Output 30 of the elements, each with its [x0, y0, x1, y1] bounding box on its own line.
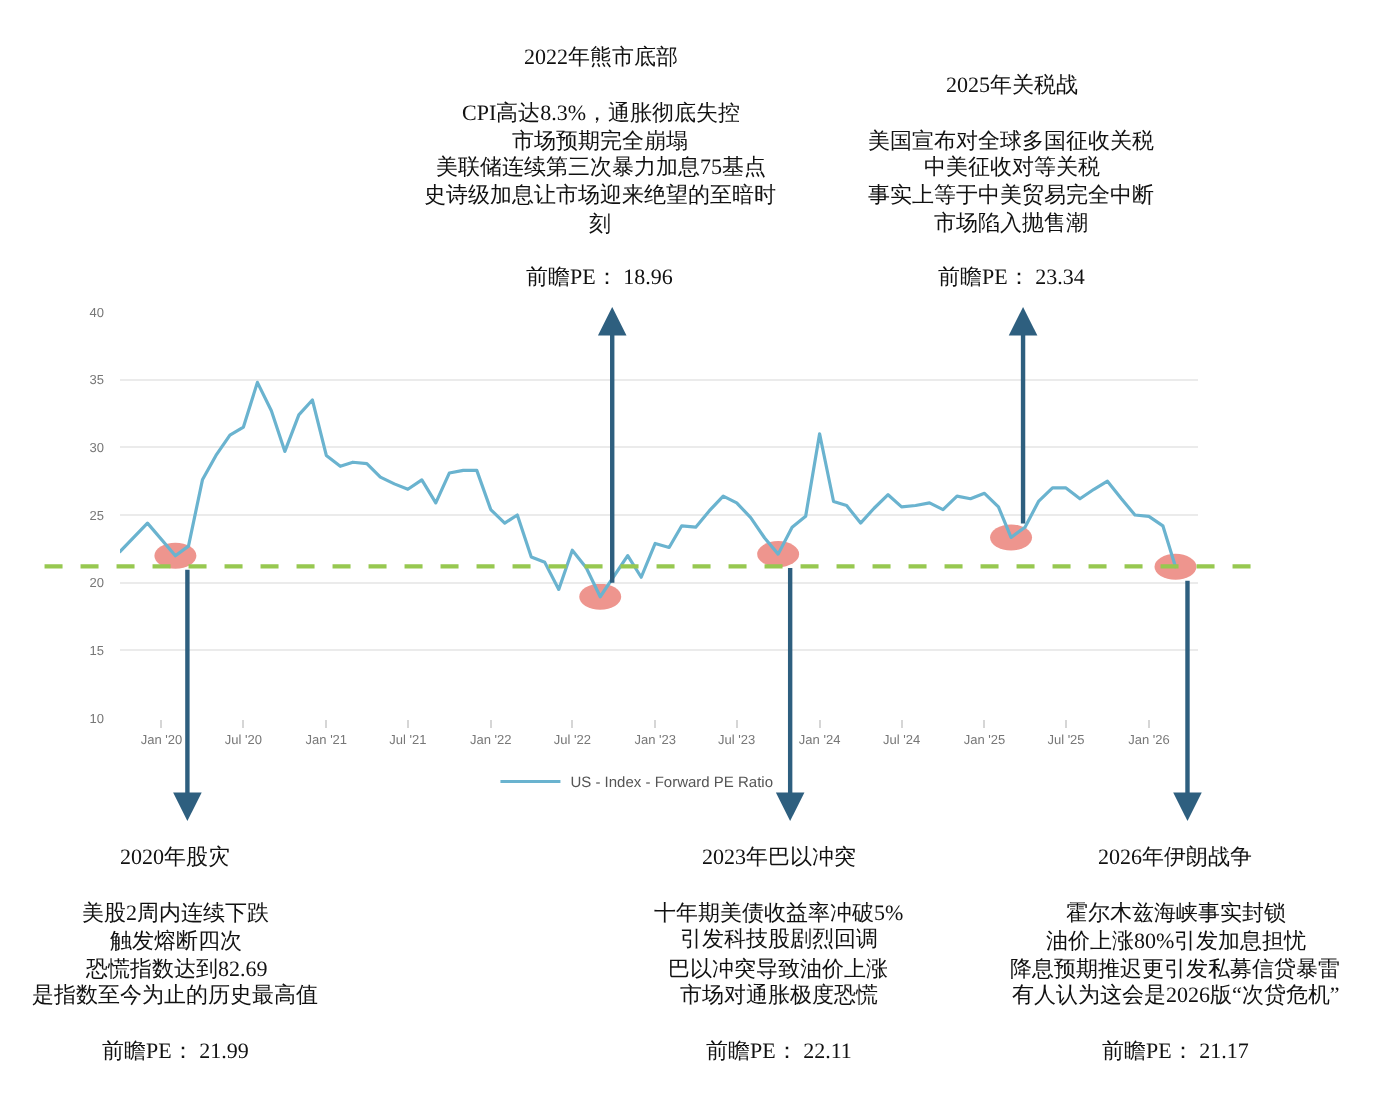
text: 触发熔断四次	[110, 928, 242, 954]
annotation: 前瞻PE： 18.96	[526, 266, 674, 290]
text: 史诗级加息让市场迎来绝望的至暗时刻	[424, 182, 776, 237]
text: 前瞻PE： 22.11	[706, 1040, 852, 1064]
text: 有人认为这会是2026版“次贷危机”	[1012, 982, 1340, 1008]
text: 巴以冲突导致油价上涨	[668, 956, 888, 982]
text: 美国宣布对全球多国征收关税	[868, 128, 1154, 154]
text: 降息预期推迟更引发私募信贷暴雷	[1010, 956, 1340, 982]
text: 事实上等于中美贸易完全中断	[868, 182, 1154, 208]
annotation: 2020年股灾	[120, 844, 230, 870]
text: 油价上涨80%引发加息担忧	[1046, 928, 1307, 954]
annotation: 前瞻PE： 23.34	[938, 266, 1086, 290]
text: 恐慌指数达到82.69	[84, 956, 269, 982]
text: 引发科技股剧烈回调	[680, 928, 878, 952]
text: 市场对通胀极度恐慌	[680, 982, 878, 1008]
annotation: 2023年巴以冲突	[702, 844, 856, 870]
text: 2022年熊市底部	[524, 44, 678, 70]
text: 美股2周内连续下跌	[82, 900, 269, 926]
text: 市场陷入抛售潮	[934, 210, 1088, 236]
text: 是指数至今为止的历史最高值	[32, 982, 318, 1008]
text: 2025年关税战	[946, 72, 1078, 98]
text: 中美征收对等关税	[924, 154, 1100, 180]
text: 十年期美债收益率冲破5%	[654, 900, 904, 926]
annotation: 2026年伊朗战争	[1098, 844, 1252, 870]
text: CPI高达8.3%，通胀彻底失控	[462, 100, 741, 126]
text: 前瞻PE： 21.99	[102, 1040, 250, 1064]
text: 市场预期完全崩塌	[512, 128, 688, 154]
text: 美联储连续第三次暴力加息75基点	[436, 154, 766, 180]
text: 霍尔木兹海峡事实封锁	[1066, 900, 1286, 926]
text: 前瞻PE： 21.17	[1102, 1040, 1250, 1064]
